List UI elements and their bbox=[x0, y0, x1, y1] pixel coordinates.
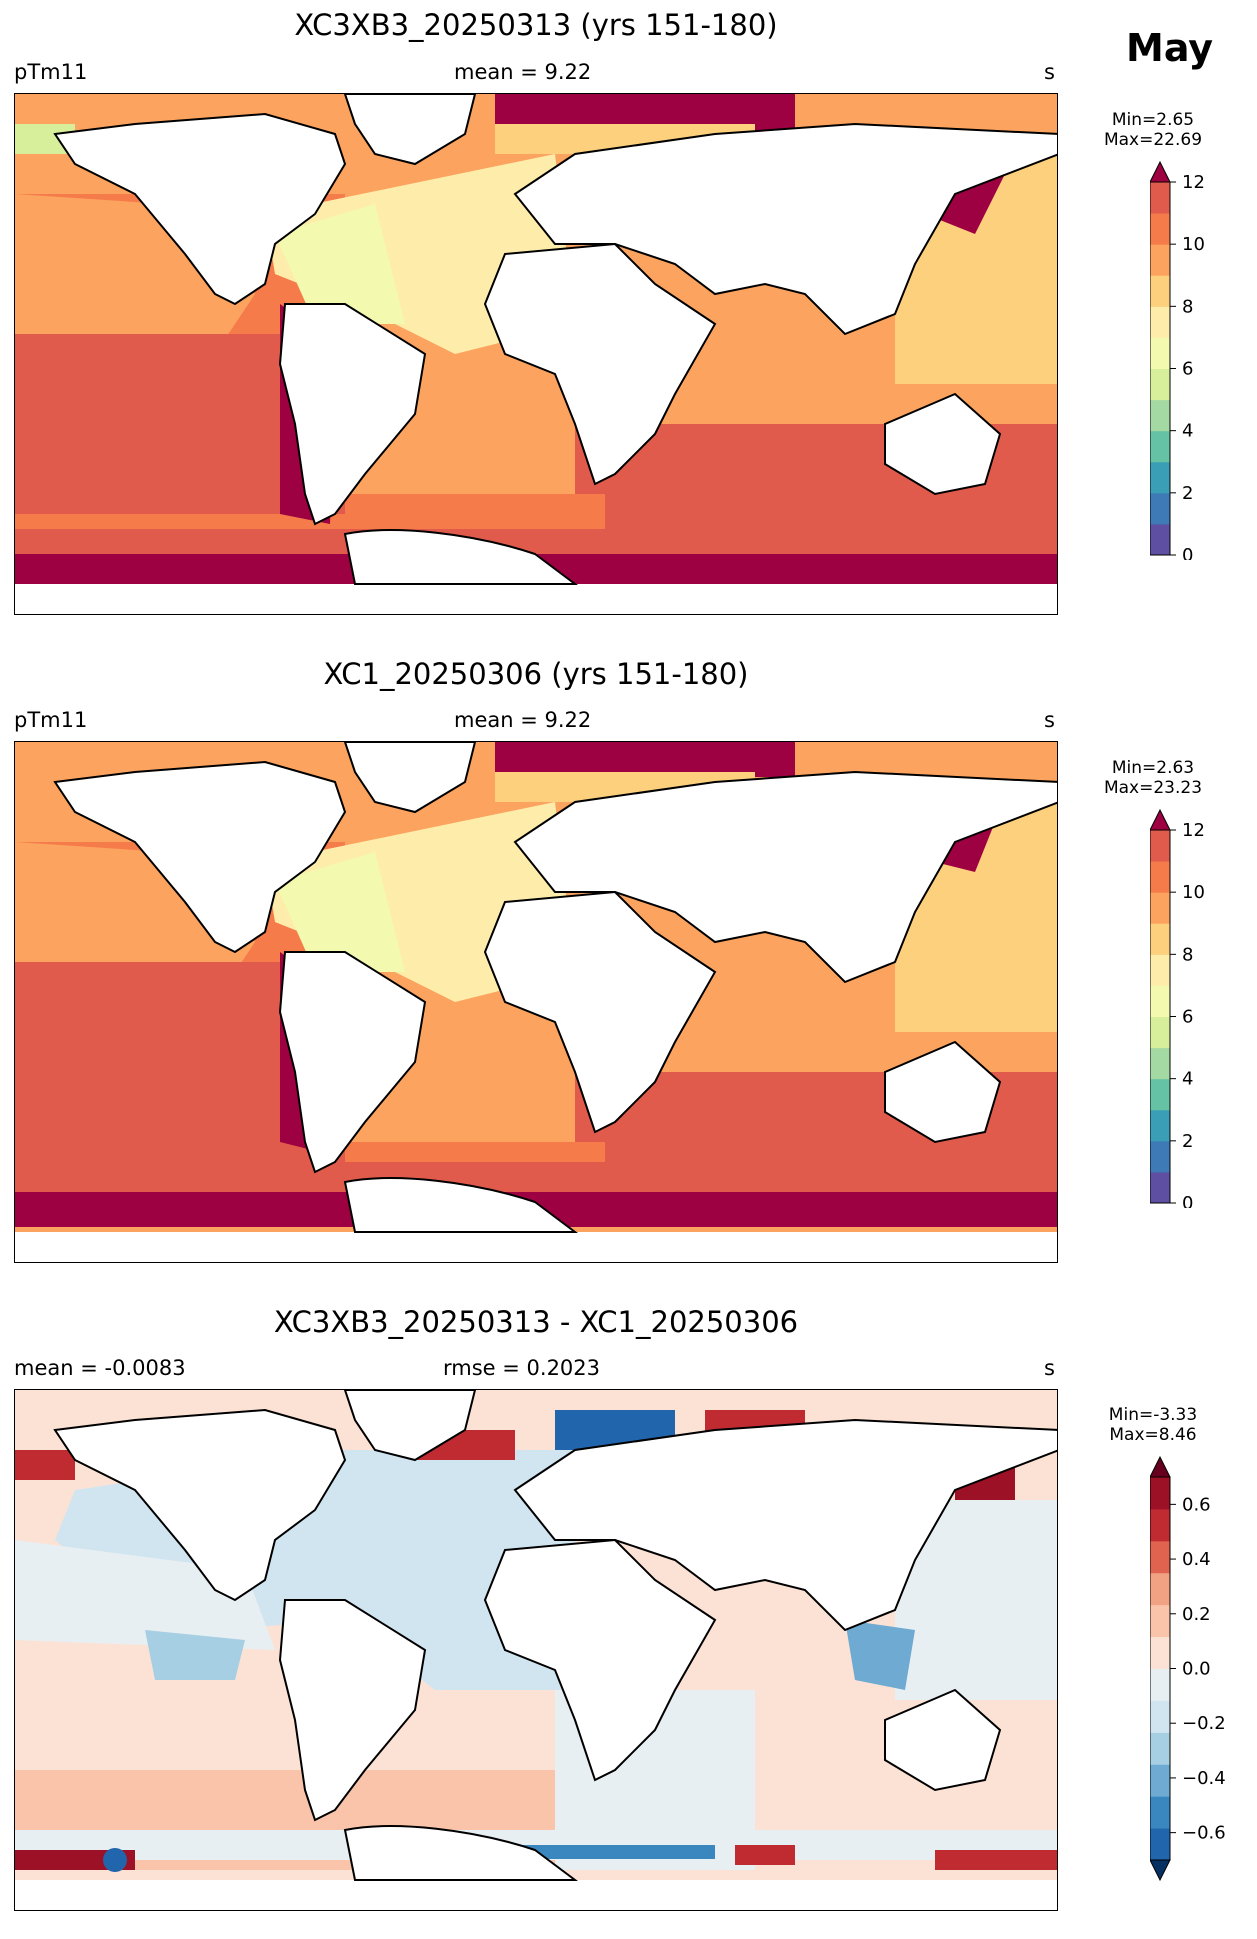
colorbar-2-segment bbox=[1150, 830, 1170, 862]
colorbar-1-segment bbox=[1150, 337, 1170, 369]
colorbar-2-segment bbox=[1150, 1109, 1170, 1142]
colorbar-1-segment bbox=[1150, 182, 1170, 214]
colorbar-2-segment bbox=[1150, 985, 1170, 1017]
colorbar-3-segment bbox=[1150, 1477, 1170, 1510]
colorbar-3-tick-label: −0.6 bbox=[1182, 1823, 1226, 1844]
colorbar-1-tick-label: 8 bbox=[1182, 296, 1193, 317]
colorbar-3-segment bbox=[1150, 1732, 1170, 1765]
colorbar-3-tick-label: −0.2 bbox=[1182, 1713, 1226, 1734]
panel-3-minmax: Min=-3.33 Max=8.46 bbox=[1098, 1405, 1208, 1445]
panel-3-map bbox=[14, 1389, 1058, 1911]
colorbar-3-segment bbox=[1150, 1764, 1170, 1797]
panel-1-title: XC3XB3_20250313 (yrs 151-180) bbox=[294, 8, 778, 42]
colorbar-1-tick-label: 2 bbox=[1182, 483, 1193, 504]
colorbar-1-segment bbox=[1150, 244, 1170, 276]
panel-3-colorbar-graphic: 0.6 0.4 0.2 0.0 −0.2 −0.4 −0.6 bbox=[1150, 1455, 1226, 1882]
colorbar-2-segment bbox=[1150, 1078, 1170, 1111]
panel-2-map bbox=[14, 741, 1058, 1263]
colorbar-3-extend-max-arrow bbox=[1150, 1455, 1171, 1478]
panel-2-variable-label: pTm11 bbox=[14, 708, 88, 732]
panel-1-minmax: Min=2.65 Max=22.69 bbox=[1098, 110, 1208, 150]
panel-3-map-graphic bbox=[15, 1390, 1057, 1910]
colorbar-2-segment bbox=[1150, 1171, 1170, 1204]
panel-2-max-value: Max=23.23 bbox=[1103, 778, 1203, 798]
colorbar-2-segment bbox=[1150, 1140, 1170, 1173]
panel-2-colorbar-graphic: 0 2 4 6 8 10 12 bbox=[1150, 808, 1205, 1208]
colorbar-1-tick-label: 6 bbox=[1182, 359, 1193, 380]
colorbar-3-tick-label: 0.0 bbox=[1182, 1659, 1211, 1680]
colorbar-3-segment bbox=[1150, 1796, 1170, 1829]
colorbar-2-segment bbox=[1150, 954, 1170, 986]
colorbar-3-segment bbox=[1150, 1540, 1170, 1574]
colorbar-2-segment bbox=[1150, 892, 1170, 924]
panel-3-max-value: Max=8.46 bbox=[1109, 1425, 1197, 1445]
colorbar-3-segment bbox=[1150, 1700, 1170, 1733]
colorbar-3-tick-label: −0.4 bbox=[1182, 1768, 1226, 1789]
month-label: May bbox=[1126, 26, 1214, 70]
panel-2-colorbar: 0 2 4 6 8 10 12 bbox=[1150, 808, 1250, 1208]
panel-3-title: XC3XB3_20250313 - XC1_20250306 bbox=[273, 1305, 799, 1339]
colorbar-3-segment bbox=[1150, 1636, 1170, 1669]
colorbar-1-segment bbox=[1150, 523, 1170, 556]
colorbar-1-segment bbox=[1150, 430, 1170, 463]
colorbar-3-segment bbox=[1150, 1668, 1170, 1701]
colorbar-1-tick-label: 0 bbox=[1182, 545, 1193, 560]
panel-1-map bbox=[14, 93, 1058, 615]
colorbar-1-segment bbox=[1150, 461, 1170, 494]
colorbar-3-segment bbox=[1150, 1828, 1170, 1861]
colorbar-2-tick-label: 2 bbox=[1182, 1131, 1193, 1152]
colorbar-3-segment bbox=[1150, 1508, 1170, 1542]
panel-2-min-value: Min=2.63 bbox=[1111, 758, 1195, 778]
colorbar-1-segment bbox=[1150, 213, 1170, 245]
panel-2-mean-label: mean = 9.22 bbox=[454, 708, 592, 732]
colorbar-2-tick-label: 12 bbox=[1182, 820, 1205, 841]
panel-1-variable-label: pTm11 bbox=[14, 60, 88, 84]
panel-1-mean-label: mean = 9.22 bbox=[454, 60, 592, 84]
panel-3-units-label: s bbox=[1044, 1356, 1055, 1380]
colorbar-2-tick-label: 8 bbox=[1182, 944, 1193, 965]
colorbar-3-tick-label: 0.2 bbox=[1182, 1604, 1211, 1625]
colorbar-2-segment bbox=[1150, 1047, 1170, 1080]
colorbar-1-tick-label: 4 bbox=[1182, 421, 1193, 442]
colorbar-2-tick-label: 4 bbox=[1182, 1069, 1193, 1090]
panel-2-units-label: s bbox=[1044, 708, 1055, 732]
panel-2-minmax: Min=2.63 Max=23.23 bbox=[1098, 758, 1208, 798]
panel-2-map-graphic bbox=[15, 742, 1057, 1262]
panel-3-rmse-label: rmse = 0.2023 bbox=[443, 1356, 601, 1380]
colorbar-3-segment bbox=[1150, 1572, 1170, 1606]
panel-1-map-graphic bbox=[15, 94, 1057, 614]
colorbar-2-tick-label: 6 bbox=[1182, 1007, 1193, 1028]
colorbar-1-segment bbox=[1150, 492, 1170, 525]
colorbar-1-segment bbox=[1150, 399, 1170, 432]
panel-3-colorbar: 0.6 0.4 0.2 0.0 −0.2 −0.4 −0.6 bbox=[1150, 1455, 1250, 1885]
panel-1-colorbar: 0 2 4 6 8 10 12 bbox=[1150, 160, 1250, 560]
panel-1-colorbar-graphic: 0 2 4 6 8 10 12 bbox=[1150, 160, 1205, 560]
colorbar-2-extend-max-arrow bbox=[1150, 808, 1171, 831]
colorbar-3-segment bbox=[1150, 1604, 1170, 1638]
panel-1-max-value: Max=22.69 bbox=[1103, 130, 1203, 150]
colorbar-2-tick-label: 0 bbox=[1182, 1193, 1193, 1208]
colorbar-1-segment bbox=[1150, 368, 1170, 401]
colorbar-2-tick-label: 10 bbox=[1182, 882, 1205, 903]
panel-2-title: XC1_20250306 (yrs 151-180) bbox=[323, 657, 749, 691]
colorbar-3-tick-label: 0.6 bbox=[1182, 1494, 1211, 1515]
colorbar-1-tick-label: 12 bbox=[1182, 172, 1205, 193]
panel-1-min-value: Min=2.65 bbox=[1111, 110, 1195, 130]
colorbar-1-segment bbox=[1150, 306, 1170, 338]
colorbar-2-segment bbox=[1150, 923, 1170, 955]
panel-3-min-value: Min=-3.33 bbox=[1108, 1405, 1198, 1425]
colorbar-1-extend-max-arrow bbox=[1150, 160, 1171, 183]
colorbar-3-tick-label: 0.4 bbox=[1182, 1549, 1211, 1570]
panel-1-units-label: s bbox=[1044, 60, 1055, 84]
colorbar-2-segment bbox=[1150, 861, 1170, 893]
colorbar-1-segment bbox=[1150, 275, 1170, 307]
panel-3-mean-label: mean = -0.0083 bbox=[14, 1356, 186, 1380]
colorbar-1-tick-label: 10 bbox=[1182, 234, 1205, 255]
colorbar-2-segment bbox=[1150, 1016, 1170, 1049]
colorbar-3-extend-min-arrow bbox=[1150, 1859, 1171, 1882]
